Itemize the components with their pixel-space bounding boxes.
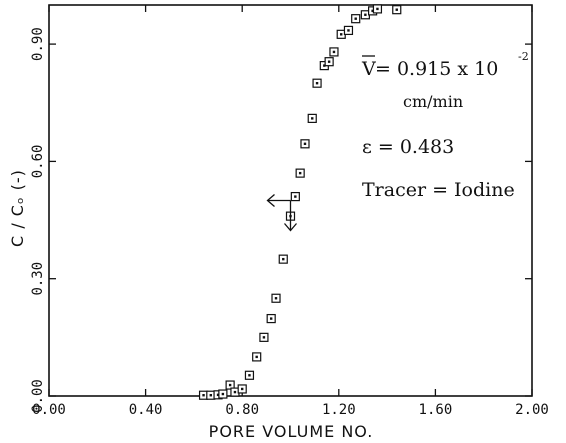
- data-point-center: [364, 13, 367, 16]
- data-point-center: [241, 387, 244, 391]
- data-point-center: [228, 383, 232, 387]
- data-point-center: [221, 392, 225, 396]
- data-point-center: [255, 355, 258, 359]
- y-tick-label: 0.90: [30, 27, 46, 61]
- data-point-center: [282, 257, 285, 261]
- data-point-center: [202, 394, 205, 397]
- y-tick-label: 0.00: [30, 379, 46, 413]
- data-point-center: [209, 394, 213, 397]
- y-tick-label: 0.60: [30, 145, 46, 179]
- x-tick-label: 0.00: [32, 402, 66, 418]
- x-tick-label: 0.80: [225, 402, 259, 418]
- porosity-annotation: ε = 0.483: [362, 136, 454, 158]
- x-tick-label: 0.40: [129, 402, 163, 418]
- data-point-center: [298, 171, 302, 175]
- data-point-center: [274, 297, 278, 300]
- x-tick-label: 2.00: [515, 402, 549, 418]
- tracer-annotation: Tracer = Iodine: [362, 179, 515, 201]
- data-point-center: [262, 336, 266, 339]
- data-point-center: [332, 50, 336, 54]
- velocity-value: = 0.915 x 10: [375, 58, 498, 80]
- y-tick-label: 0.30: [30, 262, 46, 296]
- annotation-velocity: V = 0.915 x 10 -2: [361, 50, 529, 80]
- velocity-units: cm/min: [403, 92, 463, 111]
- x-axis-title: PORE VOLUME NO.: [209, 422, 374, 441]
- arrow-left-head: [266, 194, 275, 207]
- data-point-center: [233, 390, 237, 394]
- data-point-center: [269, 317, 273, 320]
- data-point-center: [248, 374, 251, 377]
- velocity-exponent: -2: [518, 50, 529, 63]
- arrow-down-head: [284, 223, 297, 232]
- data-point-center: [311, 117, 314, 120]
- midpoint-arrows: [266, 194, 297, 232]
- data-point-center: [294, 195, 297, 198]
- data-point-center: [347, 29, 350, 32]
- data-point-center: [323, 64, 326, 67]
- data-point-center: [395, 8, 398, 11]
- data-point-center: [327, 60, 331, 63]
- data-point-center: [371, 9, 374, 13]
- x-tick-label: 1.20: [322, 402, 356, 418]
- y-axis-title: C / Cₒ (-): [8, 169, 27, 247]
- velocity-symbol: V: [361, 58, 376, 80]
- data-point-center: [376, 7, 379, 11]
- x-tick-label: 1.60: [419, 402, 453, 418]
- data-point-center: [340, 33, 343, 36]
- data-points: [198, 4, 402, 400]
- y-axis: 0.00 0.30 0.60 0.90: [30, 27, 532, 413]
- plot-frame: [48, 4, 533, 397]
- data-point-center: [216, 393, 220, 397]
- data-point-center: [303, 142, 307, 146]
- data-point-center: [354, 17, 357, 20]
- data-point-center: [315, 82, 319, 85]
